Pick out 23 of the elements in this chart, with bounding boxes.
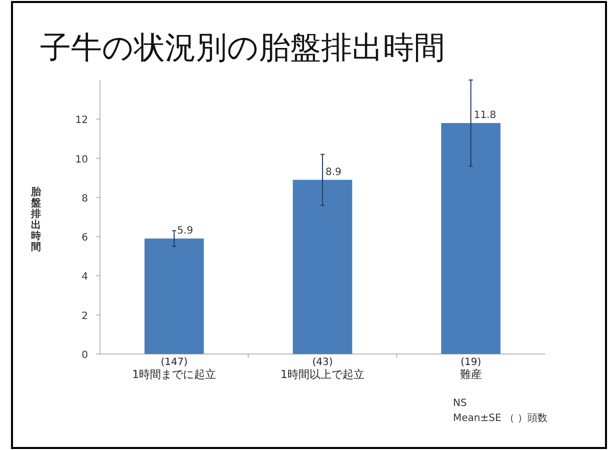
annotation: (19) xyxy=(460,357,482,368)
y-tick-label: 10 xyxy=(75,154,88,166)
data-label: 5.9 xyxy=(177,226,194,237)
chart-title: 子牛の状況別の胎盤排出時間 xyxy=(40,30,445,66)
y-tick-label: 8 xyxy=(82,193,88,204)
data-label: 8.9 xyxy=(326,166,342,178)
bar xyxy=(441,123,500,354)
y-axis-title: 胎盤排出時間 xyxy=(30,186,42,253)
x-tick-label: 難産 xyxy=(460,368,482,381)
data-label: 11.8 xyxy=(474,110,496,122)
y-tick-label: 12 xyxy=(75,115,88,126)
y-tick-label: 0 xyxy=(82,350,88,361)
text: NS xyxy=(453,398,467,409)
y-tick-label: 4 xyxy=(82,272,88,283)
text: Mean±SE （ ）頭数 xyxy=(453,413,548,424)
y-tick-label: 6 xyxy=(82,232,88,244)
y-tick-label: 2 xyxy=(82,310,88,322)
bar xyxy=(144,238,204,354)
x-tick-label: 1時間までに起立 xyxy=(132,368,216,381)
bar xyxy=(292,180,352,354)
x-tick-label: 1時間以上で起立 xyxy=(280,368,364,381)
annotation: (43) xyxy=(312,357,333,368)
annotation: (147) xyxy=(160,357,188,368)
